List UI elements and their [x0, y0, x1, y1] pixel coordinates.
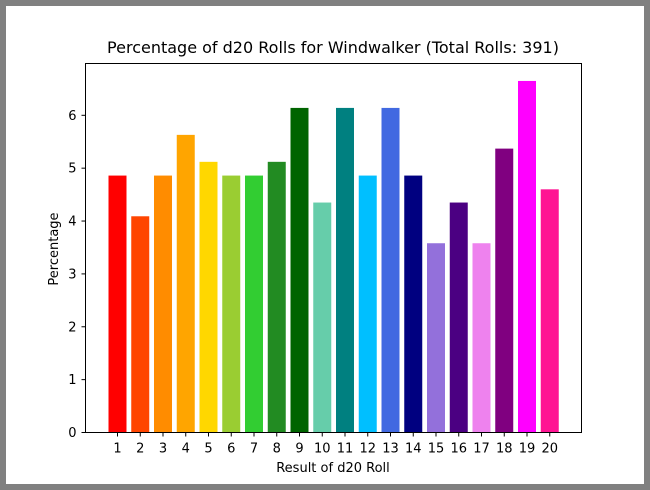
y-tick-label: 3 [68, 267, 76, 282]
x-tick-label: 2 [136, 442, 144, 457]
x-tick-label: 13 [382, 442, 399, 457]
y-axis-ticks: 0 1 2 3 4 5 6 [68, 109, 86, 441]
plot-area-frame [85, 63, 582, 433]
bar-7 [245, 175, 263, 433]
bar-5 [199, 161, 218, 433]
bar-15 [427, 243, 445, 433]
x-tick-label: 16 [450, 442, 467, 457]
x-tick-label: 5 [204, 442, 212, 457]
x-tick-label: 19 [519, 442, 536, 457]
bar-12 [358, 175, 377, 433]
x-tick-label: 1 [113, 442, 121, 457]
y-axis-label: Percentage [47, 212, 62, 285]
x-axis-label: Result of d20 Roll [276, 461, 390, 476]
y-tick-label: 5 [68, 162, 76, 177]
bars-group [108, 80, 559, 433]
x-tick-label: 9 [295, 442, 303, 457]
x-tick-label: 10 [314, 442, 331, 457]
chart-title: Percentage of d20 Rolls for Windwalker (… [107, 38, 559, 57]
bar-17 [472, 243, 491, 433]
bar-1 [108, 175, 127, 433]
bar-18 [495, 148, 514, 433]
x-tick-label: 4 [182, 442, 190, 457]
bar-19 [518, 80, 536, 433]
bar-13 [381, 107, 400, 433]
y-tick-label: 6 [68, 109, 76, 124]
y-tick-label: 0 [68, 426, 76, 441]
x-tick-label: 7 [250, 442, 258, 457]
bar-6 [222, 175, 241, 433]
bar-9 [290, 107, 309, 433]
bar-20 [540, 189, 559, 433]
x-tick-label: 18 [496, 442, 513, 457]
y-tick-label: 1 [68, 373, 76, 388]
y-tick-label: 2 [68, 320, 76, 335]
x-tick-label: 12 [359, 442, 376, 457]
x-tick-label: 15 [428, 442, 445, 457]
bar-11 [336, 107, 354, 433]
x-tick-label: 8 [273, 442, 281, 457]
x-tick-label: 17 [473, 442, 490, 457]
bar-4 [176, 134, 195, 433]
bar-2 [131, 216, 150, 433]
x-tick-label: 20 [541, 442, 558, 457]
x-tick-label: 11 [337, 442, 354, 457]
bar-8 [267, 161, 286, 433]
bar-10 [313, 202, 332, 433]
x-axis-ticks: 1 2 3 4 5 6 7 8 9 10 11 12 13 14 15 16 17 18 19 20 [113, 432, 558, 457]
bar-3 [154, 175, 172, 433]
x-tick-label: 6 [227, 442, 235, 457]
bar-16 [449, 202, 468, 433]
bar-14 [404, 175, 423, 433]
y-tick-label: 4 [68, 215, 76, 230]
x-tick-label: 3 [159, 442, 167, 457]
x-tick-label: 14 [405, 442, 422, 457]
